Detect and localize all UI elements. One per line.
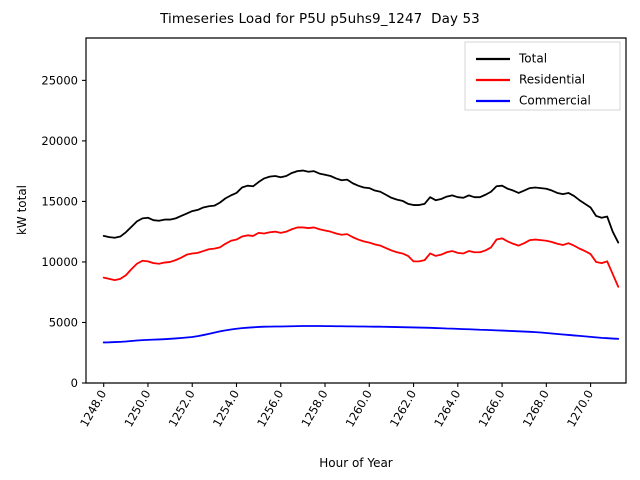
series-line-total bbox=[102, 169, 620, 244]
legend-box bbox=[464, 41, 621, 111]
x-tick-label: 1258.0 bbox=[298, 388, 330, 430]
series-line-residential bbox=[102, 226, 620, 288]
x-tick-label: 1262.0 bbox=[387, 388, 419, 430]
y-tick-label: 25000 bbox=[41, 73, 78, 87]
x-tick-label: 1264.0 bbox=[431, 388, 463, 430]
legend: Total Residential Commercial bbox=[464, 41, 621, 111]
x-tick-label: 1260.0 bbox=[343, 388, 375, 430]
x-tick-label: 1248.0 bbox=[77, 388, 109, 430]
series-line-commercial bbox=[102, 325, 620, 344]
x-tick-label: 1256.0 bbox=[254, 388, 286, 430]
y-tick-label: 15000 bbox=[41, 194, 78, 208]
x-axis-ticks: 1248.0 1250.0 1252.0 1254.0 1256.0 1258.0 1260… bbox=[77, 383, 596, 429]
x-tick-label: 1252.0 bbox=[166, 388, 198, 430]
x-tick-label: 1268.0 bbox=[520, 388, 552, 430]
legend-label-total: Total bbox=[518, 52, 547, 66]
data-series-group bbox=[102, 169, 620, 344]
y-axis-label: kW total bbox=[15, 185, 29, 235]
y-tick-label: 0 bbox=[71, 376, 78, 390]
x-tick-label: 1270.0 bbox=[564, 388, 596, 430]
x-tick-label: 1250.0 bbox=[121, 388, 153, 430]
axes-spines bbox=[85, 37, 627, 384]
chart-title: Timeseries Load for P5U p5uhs9_1247 Day … bbox=[160, 11, 480, 27]
legend-label-residential: Residential bbox=[519, 73, 585, 87]
x-tick-label: 1266.0 bbox=[475, 387, 507, 429]
legend-label-commercial: Commercial bbox=[519, 94, 591, 108]
y-tick-label: 10000 bbox=[41, 255, 78, 269]
y-axis-ticks: 0 5000 10000 15000 20000 25000 bbox=[41, 73, 86, 390]
x-axis-label: Hour of Year bbox=[319, 456, 393, 470]
x-tick-label: 1254.0 bbox=[210, 388, 242, 430]
y-tick-label: 20000 bbox=[41, 134, 78, 148]
y-tick-label: 5000 bbox=[49, 315, 78, 329]
